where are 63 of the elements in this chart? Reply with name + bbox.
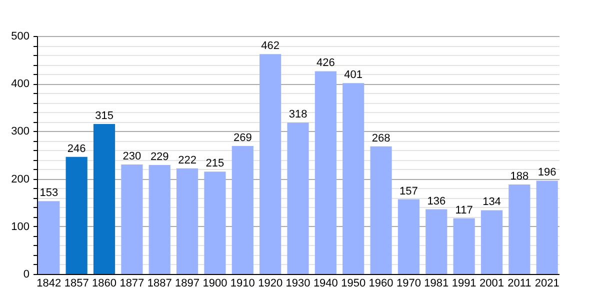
data-label: 134 — [482, 196, 501, 208]
x-tick-label: 2021 — [534, 278, 560, 290]
x-tick-label: 1900 — [202, 278, 228, 290]
x-tick-label: 1960 — [368, 278, 394, 290]
data-label: 268 — [372, 132, 390, 144]
bar — [204, 172, 226, 274]
bar — [536, 180, 558, 274]
x-tick-label: 1842 — [36, 278, 62, 290]
data-label: 153 — [40, 187, 58, 200]
bar — [508, 184, 530, 274]
y-tick-label: 200 — [11, 173, 30, 186]
data-label: 188 — [510, 170, 529, 183]
data-label: 222 — [178, 154, 196, 166]
x-tick-label: 1981 — [424, 278, 449, 290]
data-label: 269 — [233, 132, 252, 144]
x-tick-label: 2011 — [508, 278, 532, 290]
x-tick-label: 1887 — [147, 278, 172, 290]
bar — [314, 71, 336, 274]
bar — [480, 210, 503, 274]
bar — [287, 122, 309, 274]
data-label: 426 — [316, 57, 335, 70]
data-label: 157 — [400, 185, 418, 198]
data-label: 229 — [150, 150, 169, 163]
x-tick-label: 1857 — [64, 278, 89, 290]
y-tick-label: 300 — [11, 126, 30, 138]
bar — [176, 168, 198, 274]
data-label: 230 — [122, 150, 142, 163]
bar — [370, 146, 392, 274]
bar — [342, 83, 364, 274]
x-tick-label: 1920 — [258, 278, 283, 290]
x-tick-label: 1860 — [92, 278, 116, 290]
bar — [121, 164, 143, 274]
data-label: 215 — [206, 158, 224, 170]
bar — [232, 146, 254, 274]
x-tick-label: 1970 — [396, 278, 421, 290]
bar — [426, 209, 448, 274]
x-tick-label: 1877 — [120, 278, 144, 290]
bar — [93, 124, 116, 274]
data-label: 318 — [288, 108, 308, 121]
y-tick-label: 0 — [23, 268, 30, 280]
bar — [453, 218, 475, 274]
y-tick-label: 400 — [11, 78, 30, 90]
x-tick-label: 1910 — [230, 278, 255, 290]
y-tick-label: 100 — [11, 220, 30, 233]
data-label: 136 — [427, 195, 446, 208]
x-tick-label: 1991 — [452, 278, 476, 290]
data-label: 401 — [344, 69, 363, 82]
data-label: 246 — [67, 142, 86, 155]
bar — [260, 54, 282, 274]
x-tick-label: 2001 — [480, 278, 504, 290]
x-tick-label: 1930 — [286, 278, 310, 290]
data-label: 196 — [538, 166, 556, 179]
data-label: 315 — [95, 110, 114, 122]
x-tick-label: 1897 — [175, 278, 200, 290]
data-label: 117 — [455, 204, 473, 216]
bar — [398, 199, 420, 274]
bar — [66, 156, 88, 274]
x-tick-label: 1940 — [313, 278, 338, 290]
data-label: 462 — [261, 40, 280, 52]
y-tick-label: 500 — [11, 30, 30, 42]
bar — [148, 164, 170, 274]
bar — [38, 201, 60, 274]
x-tick-label: 1950 — [341, 278, 366, 290]
